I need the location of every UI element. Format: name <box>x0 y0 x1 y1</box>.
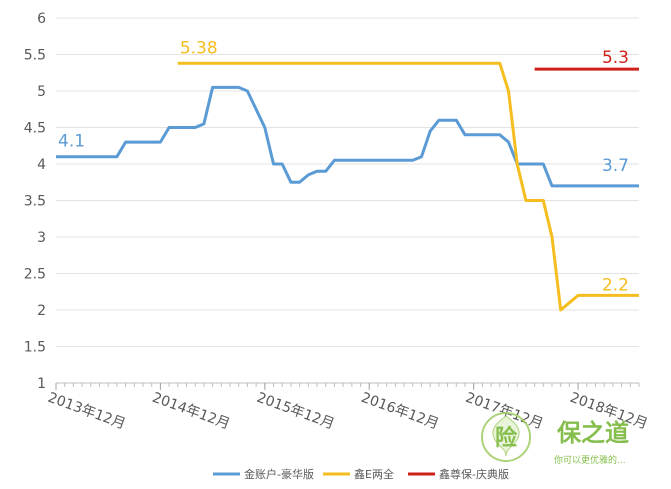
y-tick-label: 1.5 <box>24 340 46 356</box>
legend-label: 鑫尊保-庆典版 <box>439 467 509 481</box>
series-lines <box>56 61 639 312</box>
axes: 1 1.5 2 2.5 3 3.5 4 4.5 5 5.5 6 2013年12月 2014年12月 201… <box>24 11 650 433</box>
data-label: 5.38 <box>180 38 218 58</box>
y-tick-label: 2 <box>37 303 46 319</box>
data-label: 3.7 <box>602 156 629 176</box>
x-tick-label: 2016年12月 <box>359 390 441 433</box>
watermark-slogan: 你可以更优雅的... <box>554 454 626 466</box>
y-tick-label: 5 <box>37 84 46 100</box>
y-tick-label: 5.5 <box>24 48 46 64</box>
data-label: 5.3 <box>602 48 629 68</box>
x-tick-label: 2015年12月 <box>254 390 336 433</box>
series-line <box>56 85 639 188</box>
legend-label: 鑫E两全 <box>354 467 394 481</box>
legend-label: 金账户-豪华版 <box>244 467 314 481</box>
y-tick-label: 1 <box>37 376 46 392</box>
watermark-seal-icon: 险 <box>481 412 531 462</box>
y-tick-label: 2.5 <box>24 267 46 283</box>
y-tick-label: 4.5 <box>24 121 46 137</box>
y-tick-label: 3 <box>37 230 46 246</box>
annotations: 4.1 3.7 5.38 2.2 5.3 <box>58 38 629 295</box>
legend: 金账户-豪华版 鑫E两全 鑫尊保-庆典版 <box>213 467 509 481</box>
y-tick-label: 4 <box>37 157 46 173</box>
watermark: 险 保之道 你可以更优雅的... <box>481 412 629 466</box>
watermark-seal-char: 险 <box>495 425 518 451</box>
series-line <box>177 61 639 312</box>
watermark-brand: 保之道 <box>556 418 629 447</box>
x-tick-label: 2014年12月 <box>150 390 232 433</box>
data-label: 2.2 <box>602 275 629 295</box>
y-tick-label: 3.5 <box>24 194 46 210</box>
grid-lines <box>56 17 639 384</box>
x-tick-label: 2013年12月 <box>46 390 128 433</box>
y-tick-label: 6 <box>37 11 46 27</box>
data-label: 4.1 <box>58 132 85 152</box>
